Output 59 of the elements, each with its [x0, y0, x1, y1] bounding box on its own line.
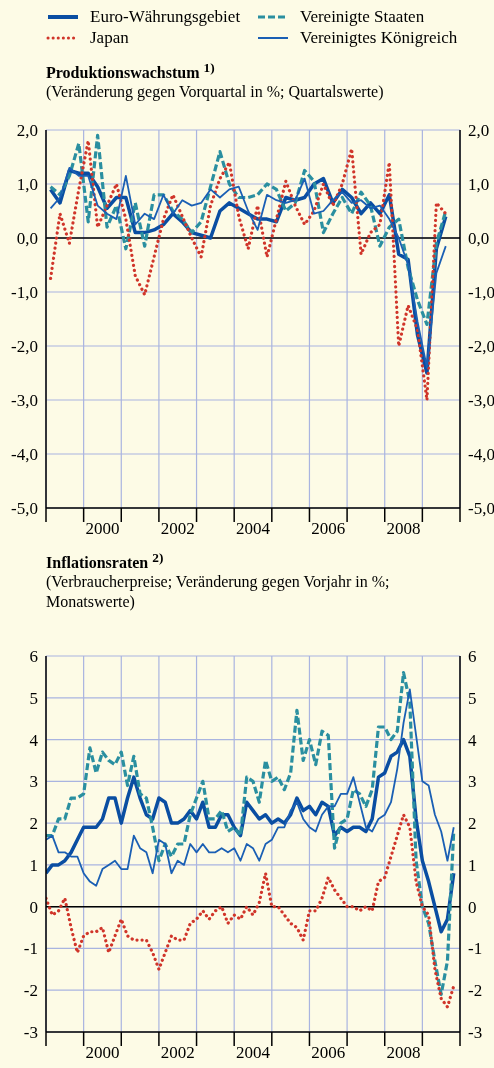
y-tick-label: -5,0: [11, 499, 38, 519]
chart-subtitle: (Veränderung gegen Vorquartal in %; Quartalswerte): [45, 82, 385, 103]
y2-tick-label: -4,0: [468, 445, 494, 465]
y2-tick-label: 1: [468, 855, 477, 875]
y-tick-label: -1,0: [11, 283, 38, 303]
y-tick-label: 2,0: [16, 121, 38, 141]
y2-tick-label: 2: [468, 814, 477, 834]
legend-label: Vereinigte Staaten: [300, 6, 425, 27]
legend-label: Japan: [90, 27, 129, 48]
y-tick-label: 6: [29, 647, 38, 667]
line-series: [46, 671, 456, 996]
y-tick-label: 4: [29, 730, 39, 750]
chart-subtitle: (Verbraucherpreise; Veränderung gegen Vorjahr in %; Monatswerte): [45, 572, 391, 613]
x-tick-label: 2002: [160, 1043, 195, 1062]
y2-tick-label: -1,0: [468, 283, 494, 303]
y-tick-label: -2,0: [11, 337, 38, 357]
y-tick-label: -4,0: [11, 445, 38, 465]
line-series: [48, 133, 448, 326]
y2-tick-label: -5,0: [468, 499, 494, 519]
y2-tick-label: 2,0: [468, 121, 490, 141]
y-tick-label: -3: [23, 1023, 38, 1043]
y-tick-label: 1,0: [16, 175, 38, 195]
y-tick-label: 0: [29, 897, 38, 917]
x-tick-label: 2000: [85, 1043, 120, 1062]
x-tick-label: 2002: [160, 519, 195, 538]
legend-label: Vereinigtes Königreich: [300, 27, 458, 48]
legend-label: Euro-Währungsgebiet: [90, 6, 241, 27]
x-tick-label: 2006: [311, 519, 346, 538]
y2-tick-label: -3,0: [468, 391, 494, 411]
y-tick-label: 3: [29, 772, 38, 792]
y2-tick-label: 1,0: [468, 175, 490, 195]
y2-tick-label: 4: [468, 730, 477, 750]
y-tick-label: 1: [29, 855, 38, 875]
y2-tick-label: -2: [468, 981, 483, 1001]
y2-tick-label: 6: [468, 647, 477, 667]
y-tick-label: -1: [23, 939, 38, 959]
y2-tick-label: 0: [468, 897, 477, 917]
x-tick-label: 2004: [236, 519, 271, 538]
y-tick-label: -3,0: [11, 391, 38, 411]
x-tick-label: 2008: [386, 1043, 421, 1062]
y2-tick-label: -2,0: [468, 337, 494, 357]
y2-tick-label: -3: [468, 1023, 483, 1043]
y-tick-label: 5: [29, 688, 38, 708]
y2-tick-label: 5: [468, 688, 477, 708]
chart-title: Inflationsraten $^{2)}$: [45, 550, 165, 573]
y2-tick-label: 0,0: [468, 229, 490, 249]
x-tick-label: 2008: [386, 519, 421, 538]
y-tick-label: 2: [29, 814, 38, 834]
line-series: [48, 139, 448, 402]
chart-title: Produktionswachstum $^{1)}$: [45, 59, 216, 83]
y-tick-label: 0,0: [16, 229, 38, 249]
line-series: [46, 688, 455, 887]
y2-tick-label: 3: [468, 772, 477, 792]
x-tick-label: 2006: [311, 1043, 346, 1062]
x-tick-label: 2000: [85, 519, 120, 538]
y-tick-label: -2: [23, 981, 38, 1001]
line-series: [46, 813, 456, 1009]
x-tick-label: 2004: [236, 1043, 271, 1062]
y2-tick-label: -1: [468, 939, 483, 959]
